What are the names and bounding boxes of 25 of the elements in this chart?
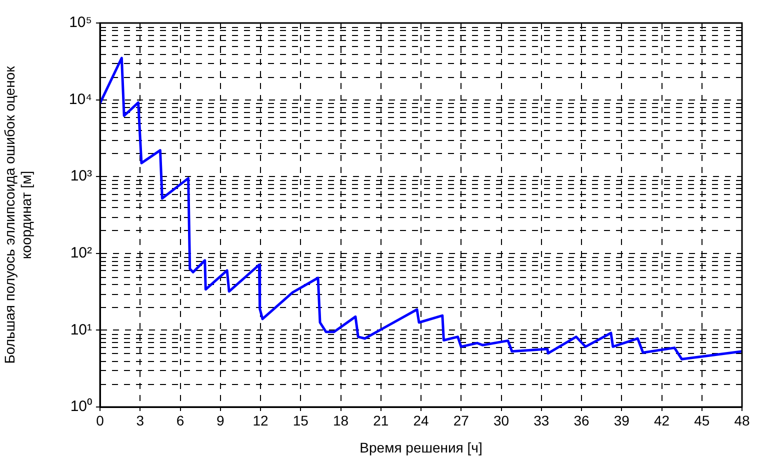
x-tick-label: 30 bbox=[493, 412, 510, 428]
x-tick-label: 33 bbox=[534, 412, 550, 428]
y-tick-label: 10³ bbox=[70, 168, 92, 185]
y-tick-label: 10⁴ bbox=[68, 90, 92, 108]
x-tick-label: 15 bbox=[292, 412, 309, 428]
y-tick-label: 10⁵ bbox=[69, 14, 92, 32]
y-tick-label: 10¹ bbox=[70, 321, 92, 338]
x-tick-label: 12 bbox=[252, 412, 268, 428]
x-tick-label: 6 bbox=[176, 412, 184, 428]
y-tick-label: 10² bbox=[70, 244, 92, 262]
x-tick-label: 42 bbox=[654, 412, 670, 428]
x-tick-label: 9 bbox=[216, 412, 224, 428]
y-tick-label: 10⁰ bbox=[70, 398, 92, 416]
x-tick-label: 3 bbox=[136, 412, 144, 428]
y-axis-title: Большая полуось эллипсоида ошибок оценок координат [м] bbox=[1, 65, 34, 364]
x-tick-label: 21 bbox=[373, 412, 389, 428]
x-tick-label: 24 bbox=[413, 412, 429, 428]
x-tick-label: 27 bbox=[453, 412, 470, 428]
x-tick-label: 39 bbox=[614, 412, 630, 428]
x-tick-label: 0 bbox=[96, 412, 104, 428]
x-tick-label: 48 bbox=[734, 412, 750, 428]
x-tick-label: 36 bbox=[574, 412, 590, 428]
x-tick-label: 18 bbox=[332, 412, 349, 428]
x-axis-title: Время решения [ч] bbox=[360, 439, 482, 456]
x-tick-label: 45 bbox=[694, 412, 710, 428]
